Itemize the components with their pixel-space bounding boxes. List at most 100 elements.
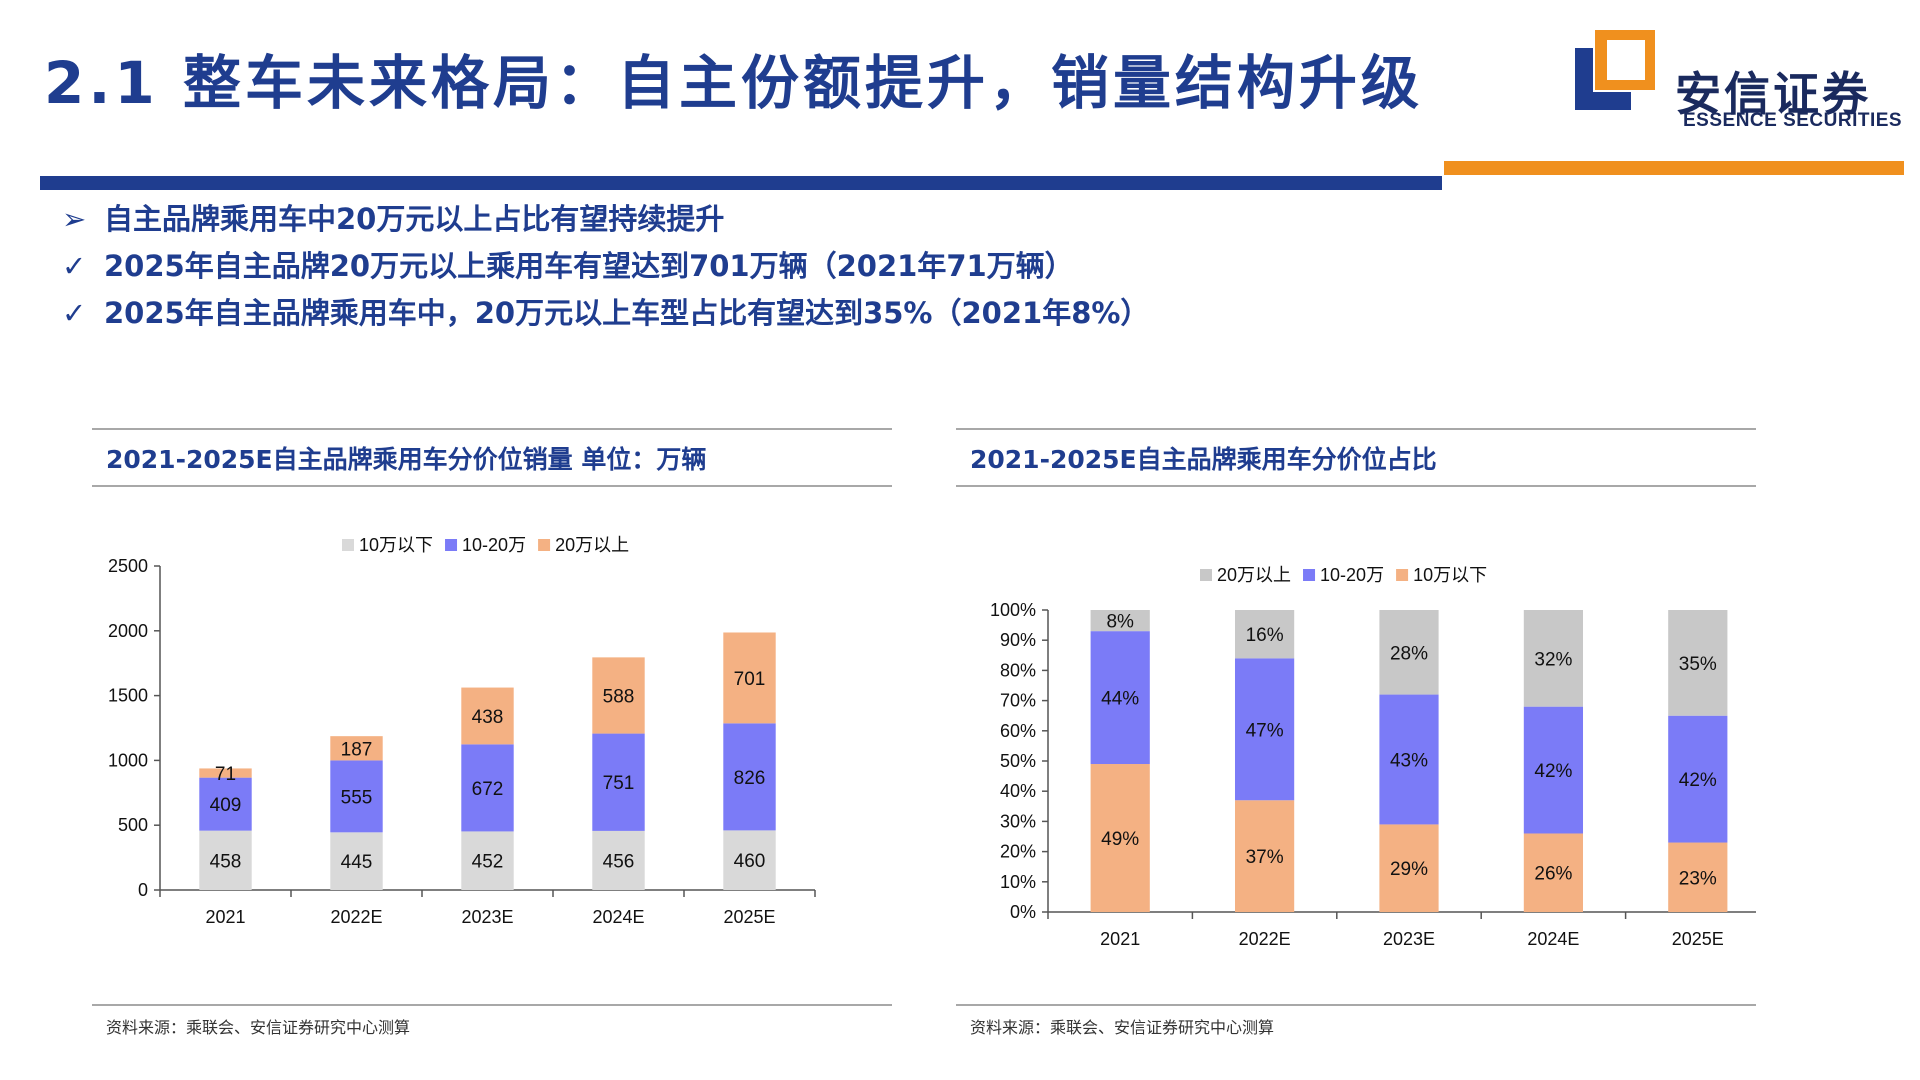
panel-title: 2021-2025E自主品牌乘用车分价位占比 (970, 445, 1437, 474)
data-label: 29% (1390, 859, 1428, 880)
x-tick-label: 2025E (1672, 929, 1724, 949)
y-tick-label: 1500 (108, 686, 148, 706)
bar-segment (1234, 800, 1295, 912)
y-tick-label: 100% (990, 600, 1036, 620)
legend-swatch (342, 539, 354, 551)
company-logo: 安信证券 ESSENCE SECURITIES (1575, 22, 1905, 142)
bar-segment (199, 830, 252, 890)
price-share-panel: 2021-2025E自主品牌乘用车分价位占比 0% 10% 20% 30% 40% 50%… (956, 428, 1756, 1038)
arrow-bullet-icon: ➢ (62, 202, 87, 236)
bar-segment (1668, 610, 1728, 716)
panel-source: 资料来源：乘联会、安信证券研究中心测算 (970, 1018, 1275, 1037)
data-label: 35% (1679, 654, 1717, 675)
bar-segment (592, 657, 645, 734)
price-share-chart: 0% 10% 20% 30% 40% 50% 60% 70% 80% 90% 100% 2021 202… (990, 565, 1756, 949)
data-label: 588 (603, 686, 635, 707)
data-label: 458 (210, 851, 242, 872)
logo-english-name: ESSENCE SECURITIES (1683, 110, 1903, 131)
data-label: 452 (472, 852, 504, 873)
panel-source: 资料来源：乘联会、安信证券研究中心测算 (106, 1018, 411, 1037)
legend-swatch (1303, 569, 1316, 581)
bar-segment (1379, 694, 1439, 825)
sales-volume-panel: 2021-2025E自主品牌乘用车分价位销量 单位：万辆 0 500 1000 150… (92, 428, 892, 1038)
bar-segment (1379, 824, 1439, 912)
x-tick-label: 2024E (1527, 929, 1579, 949)
legend-label: 10万以下 (1413, 565, 1487, 585)
legend-label: 10-20万 (1320, 565, 1384, 585)
y-tick-label: 40% (1000, 781, 1036, 801)
data-label: 555 (341, 787, 373, 808)
data-label: 32% (1534, 649, 1572, 670)
data-label: 42% (1534, 761, 1572, 782)
data-label: 445 (341, 852, 373, 873)
data-label: 47% (1246, 720, 1284, 741)
x-tick-label: 2025E (723, 907, 775, 927)
sales-volume-chart: 0 500 1000 1500 2000 2500 2021 2022E 2023E 2024E 2… (108, 535, 816, 927)
check-bullet-icon: ✓ (62, 249, 87, 283)
data-label: 49% (1101, 829, 1139, 850)
bar-segment (199, 777, 252, 831)
y-tick-label: 10% (1000, 872, 1036, 892)
y-tick-label: 60% (1000, 721, 1036, 741)
data-label: 187 (341, 739, 373, 760)
bar-segment (199, 768, 252, 778)
legend-label: 10万以下 (359, 535, 433, 555)
bar-segment (592, 733, 645, 831)
y-tick-label: 1000 (108, 750, 148, 770)
bar-segment (1379, 610, 1439, 695)
bullet-text: 2025年自主品牌20万元以上乘用车有望达到701万辆（2021年71万辆） (104, 249, 1074, 283)
data-label: 71 (215, 764, 236, 785)
bar-segment (723, 723, 776, 831)
bar-segment (723, 632, 776, 724)
panel-bottom-rule (92, 1004, 892, 1006)
y-tick-label: 0% (1010, 902, 1036, 922)
bar-segment (1668, 842, 1728, 912)
data-label: 28% (1390, 643, 1428, 664)
y-tick-label: 500 (118, 815, 148, 835)
y-tick-label: 50% (1000, 751, 1036, 771)
x-tick-label: 2022E (330, 907, 382, 927)
data-label: 438 (472, 707, 504, 728)
y-tick-label: 30% (1000, 811, 1036, 831)
bullet-item: ✓ 2025年自主品牌20万元以上乘用车有望达到701万辆（2021年71万辆） (62, 243, 1149, 290)
data-label: 460 (734, 851, 766, 872)
x-tick-label: 2023E (461, 907, 513, 927)
panel-title: 2021-2025E自主品牌乘用车分价位销量 单位：万辆 (106, 445, 707, 474)
logo-chinese-name: 安信证券 (1675, 67, 1871, 121)
data-label: 42% (1679, 770, 1717, 791)
bar-segment (461, 687, 514, 745)
panel-title-rule (956, 485, 1756, 487)
header-divider-blue (40, 176, 1442, 190)
data-label: 43% (1390, 750, 1428, 771)
bar-segment (1234, 658, 1295, 801)
bar-segment (592, 830, 645, 890)
data-label: 26% (1534, 864, 1572, 885)
bar-segment (1523, 833, 1584, 912)
legend-label: 10-20万 (462, 535, 526, 555)
bullet-item: ➢ 自主品牌乘用车中20万元以上占比有望持续提升 (62, 196, 1149, 243)
data-label: 44% (1101, 689, 1139, 710)
y-tick-label: 20% (1000, 842, 1036, 862)
bar-segment (1090, 764, 1150, 912)
header-divider-orange (1444, 161, 1904, 175)
bullet-text: 2025年自主品牌乘用车中，20万元以上车型占比有望达到35%（2021年8%） (104, 296, 1150, 330)
legend-label: 20万以上 (555, 535, 629, 555)
legend-label: 20万以上 (1217, 565, 1291, 585)
data-label: 8% (1106, 612, 1134, 633)
data-label: 751 (603, 773, 635, 794)
bar-segment (723, 830, 776, 890)
bar-segment (1090, 631, 1150, 765)
x-tick-label: 2023E (1383, 929, 1435, 949)
data-label: 37% (1246, 847, 1284, 868)
page-title: 2.1 整车未来格局：自主份额提升，销量结构升级 (44, 49, 1423, 117)
panel-bottom-rule (956, 1004, 1756, 1006)
x-tick-label: 2022E (1239, 929, 1291, 949)
logo-mark-icon (1575, 30, 1655, 110)
legend-swatch (1396, 569, 1409, 581)
data-label: 672 (472, 779, 504, 800)
legend-swatch (445, 539, 458, 551)
bar-segment (1668, 715, 1728, 843)
legend-swatch (1200, 569, 1212, 581)
y-tick-label: 70% (1000, 691, 1036, 711)
bar-segment (1234, 610, 1295, 659)
